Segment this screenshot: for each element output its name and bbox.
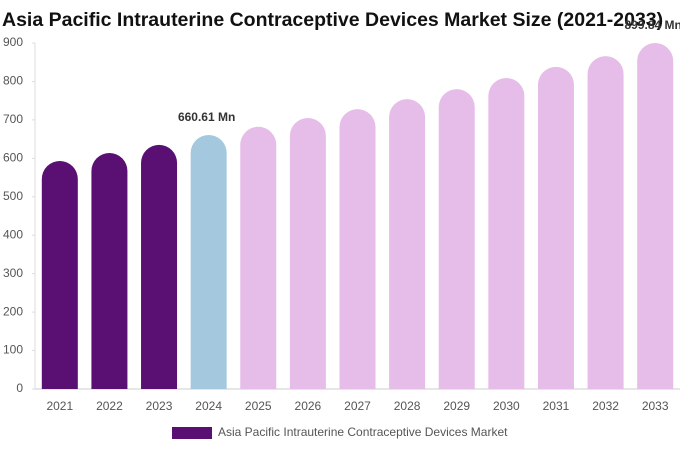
x-tick-label: 2030	[493, 399, 520, 413]
x-tick-label: 2033	[642, 399, 669, 413]
bar	[141, 144, 178, 389]
bar	[289, 117, 326, 389]
y-tick-label: 0	[16, 381, 23, 395]
x-tick-label: 2026	[295, 399, 322, 413]
bar	[637, 43, 674, 389]
y-tick-label: 300	[3, 266, 23, 280]
data-label: 899.84 Mn	[625, 18, 680, 32]
bar	[389, 99, 426, 389]
bar	[438, 89, 475, 389]
x-tick-label: 2022	[96, 399, 123, 413]
bar	[488, 78, 525, 389]
bar	[190, 135, 227, 389]
bar	[41, 161, 78, 389]
legend-label: Asia Pacific Intrauterine Contraceptive …	[218, 425, 508, 439]
x-tick-label: 2029	[443, 399, 470, 413]
y-tick-label: 500	[3, 189, 23, 203]
y-tick-label: 900	[3, 35, 23, 49]
bar	[91, 152, 128, 389]
y-tick-label: 600	[3, 151, 23, 165]
x-tick-label: 2031	[543, 399, 570, 413]
bar	[240, 126, 277, 389]
y-tick-label: 800	[3, 74, 23, 88]
x-tick-label: 2027	[344, 399, 371, 413]
x-tick-label: 2025	[245, 399, 272, 413]
x-tick-label: 2032	[592, 399, 619, 413]
data-label: 660.61 Mn	[178, 110, 235, 124]
x-tick-label: 2024	[195, 399, 222, 413]
bar	[587, 56, 624, 390]
bar	[339, 109, 376, 389]
y-tick-label: 100	[3, 343, 23, 357]
bar	[537, 66, 574, 389]
x-tick-label: 2021	[46, 399, 73, 413]
chart-title: Asia Pacific Intrauterine Contraceptive …	[2, 9, 663, 31]
y-tick-label: 400	[3, 227, 23, 241]
y-tick-label: 700	[3, 112, 23, 126]
x-tick-label: 2023	[146, 399, 173, 413]
legend-swatch	[172, 427, 212, 439]
y-tick-label: 200	[3, 304, 23, 318]
x-tick-label: 2028	[394, 399, 421, 413]
